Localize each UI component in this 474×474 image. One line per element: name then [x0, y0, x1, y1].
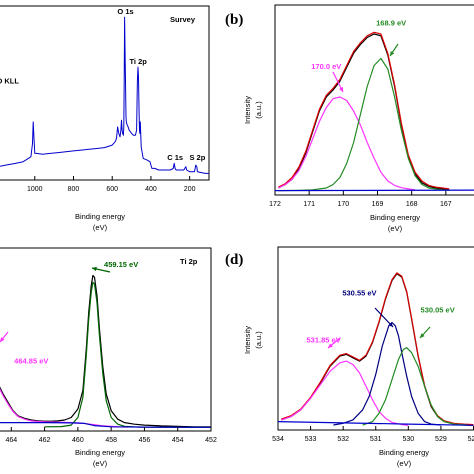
- panel-a-xunit: (eV): [93, 223, 108, 232]
- panel-a-xtick-label-3: 400: [145, 186, 157, 193]
- annotation-arrowhead-4: [328, 343, 333, 348]
- annotation-arrowhead-5: [388, 322, 393, 327]
- panel-d-annotation-2: 530.05 eV: [421, 305, 455, 314]
- panel-a-annotation-2: O KLL: [0, 77, 19, 86]
- panel-c-xtick-label-1: 462: [39, 437, 51, 444]
- panel-b-annotation-1: 168.9 eV: [376, 18, 406, 27]
- panel-b-xlabel: Binding energy: [370, 213, 420, 222]
- annotation-arrowhead-1: [390, 51, 395, 56]
- panel-d-label: (d): [225, 252, 243, 268]
- panel-d-xlabel: Binding energy: [379, 448, 429, 457]
- panel-b-xtick-label-3: 169: [372, 201, 384, 208]
- panel-d-xtick-label-0: 534: [272, 436, 284, 443]
- panel-c-xtick-label-6: 452: [205, 437, 217, 444]
- panel-b-series-0: [278, 33, 450, 191]
- panel-d-o1s: (d) 534 533 532 531 530 529 528 531.85 eV 530.5…: [225, 246, 474, 468]
- panel-c-annotation-0: 459.15 eV: [104, 260, 138, 269]
- panel-c-xunit: (eV): [93, 459, 108, 468]
- panel-a-xtick-label-0: 1000: [27, 186, 43, 193]
- panel-d-xtick-label-3: 531: [370, 436, 382, 443]
- panel-d-annotation-1: 530.55 eV: [342, 289, 376, 298]
- panel-c-xtick-label-3: 458: [105, 437, 117, 444]
- panel-a-frame: [0, 5, 210, 181]
- panel-d-series-3: [333, 321, 441, 426]
- panel-a-annotation-0: O 1s: [117, 7, 133, 16]
- panel-a-annotation-4: S 2p: [189, 153, 205, 162]
- panel-c-series-1: [0, 388, 128, 428]
- panel-a-annotation-1: Ti 2p: [129, 57, 147, 66]
- panel-c-frame: [0, 247, 212, 432]
- annotation-arrowhead-6: [420, 333, 425, 338]
- panel-d-series-5: [277, 421, 474, 426]
- panel-b-annotation-0: 170.0 eV: [311, 62, 341, 71]
- panel-c-xtick-label-2: 460: [72, 437, 84, 444]
- panel-d-xtick-label-1: 533: [305, 436, 317, 443]
- panel-b-xtick-label-4: 168: [406, 201, 418, 208]
- panel-c-xtick-label-0: 464: [5, 437, 17, 444]
- panel-c-annotation-1: 464.85 eV: [14, 356, 48, 365]
- panel-d-xtick-label-2: 532: [337, 436, 349, 443]
- panel-d-annotation-0: 531.85 eV: [307, 336, 341, 345]
- panel-b-xtick-label-1: 171: [303, 201, 315, 208]
- panel-d-ylabel: Intensity: [243, 326, 252, 354]
- panel-d-frame: [277, 246, 474, 431]
- panel-a-xtick-label-4: 200: [184, 186, 196, 193]
- annotation-arrowhead-3: [0, 337, 5, 342]
- panel-d-xtick-label-5: 529: [435, 436, 447, 443]
- panel-a-xtick-label-2: 600: [106, 186, 118, 193]
- panel-d-series-1: [281, 272, 474, 426]
- panel-a-xtick-label-1: 800: [68, 186, 80, 193]
- annotation-arrowhead-2: [92, 266, 97, 272]
- panel-b-label: (b): [225, 12, 243, 28]
- panel-b-xtick-label-2: 170: [337, 201, 349, 208]
- panel-d-series-4: [362, 347, 468, 426]
- panel-b-xtick-label-0: 172: [269, 201, 281, 208]
- panel-c-series-2: [44, 281, 211, 428]
- panel-d-series-2: [281, 360, 409, 426]
- panel-b-series-1: [278, 31, 450, 190]
- panel-c-xtick-label-5: 454: [172, 437, 184, 444]
- panel-d-yunit: (a.u.): [254, 331, 263, 349]
- panel-d-xtick-label-4: 530: [402, 436, 414, 443]
- panel-c-ti2p: 464 462 460 458 456 454 452 459.15 eV 464.85 eV…: [0, 247, 217, 468]
- panel-b-series-4: [274, 189, 474, 192]
- panel-a-series-0: [0, 16, 209, 174]
- panel-d-xtick-label-6: 528: [468, 436, 474, 443]
- panel-b-yunit: (a.u.): [254, 101, 263, 119]
- panel-d-xunit: (eV): [397, 459, 412, 468]
- panel-c-xlabel: Binding energy: [75, 448, 125, 457]
- panel-d-series-0: [281, 273, 474, 426]
- panel-a-xlabel: Binding energy: [75, 212, 125, 221]
- annotation-arrowhead-0: [339, 87, 343, 92]
- panel-c-series-0: [0, 274, 212, 428]
- panel-b-ylabel: Intensity: [243, 96, 252, 124]
- panel-a-title: Survey: [170, 15, 196, 24]
- panel-c-series-3: [0, 422, 212, 428]
- panel-b-xunit: (eV): [388, 224, 403, 233]
- panel-b-series-3: [278, 57, 450, 192]
- panel-c-title: Ti 2p: [180, 257, 198, 266]
- panel-b-series-2: [278, 96, 416, 191]
- panel-a-annotation-3: C 1s: [167, 153, 183, 162]
- panel-c-xtick-label-4: 456: [139, 437, 151, 444]
- panel-b-xtick-label-5: 167: [440, 201, 452, 208]
